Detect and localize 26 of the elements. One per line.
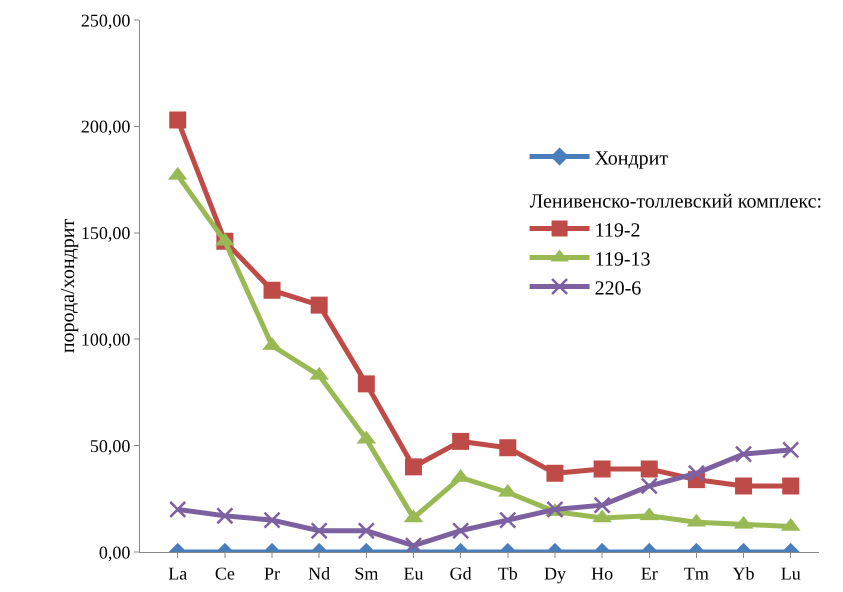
legend-label: 119-2 bbox=[594, 219, 640, 242]
x-tick-label: Ce bbox=[214, 564, 235, 584]
y-tick-label: 0,00 bbox=[98, 542, 130, 562]
x-tick-label: Eu bbox=[403, 564, 424, 584]
x-tick-label: Er bbox=[640, 564, 658, 584]
y-tick-label: 200,00 bbox=[80, 116, 130, 137]
legend-label: 220-6 bbox=[594, 277, 642, 300]
legend-label: Хондрит bbox=[594, 147, 668, 170]
y-tick-label: 250,00 bbox=[80, 10, 130, 30]
x-tick-label: Nd bbox=[308, 564, 330, 584]
x-tick-label: Tb bbox=[498, 564, 518, 584]
x-tick-label: La bbox=[168, 564, 188, 584]
y-axis-title: порода/хондрит bbox=[56, 218, 79, 354]
x-tick-label: Tm bbox=[684, 564, 709, 584]
y-tick-label: 50,00 bbox=[90, 436, 130, 456]
x-tick-label: Pr bbox=[264, 564, 280, 584]
x-tick-label: Sm bbox=[354, 564, 378, 584]
x-tick-label: Yb bbox=[732, 564, 755, 584]
x-tick-label: Gd bbox=[450, 564, 472, 584]
y-tick-label: 150,00 bbox=[80, 223, 130, 244]
x-tick-label: Dy bbox=[544, 564, 566, 584]
x-tick-label: Ho bbox=[591, 564, 614, 584]
y-tick-label: 100,00 bbox=[80, 330, 130, 350]
x-tick-label: Lu bbox=[780, 564, 801, 584]
legend-label: 119-13 bbox=[594, 248, 650, 270]
legend-title: Ленивенско-толлевский комплекс: bbox=[530, 190, 822, 212]
